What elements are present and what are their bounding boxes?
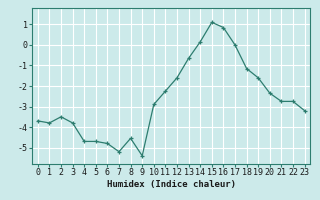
X-axis label: Humidex (Indice chaleur): Humidex (Indice chaleur) xyxy=(107,180,236,189)
